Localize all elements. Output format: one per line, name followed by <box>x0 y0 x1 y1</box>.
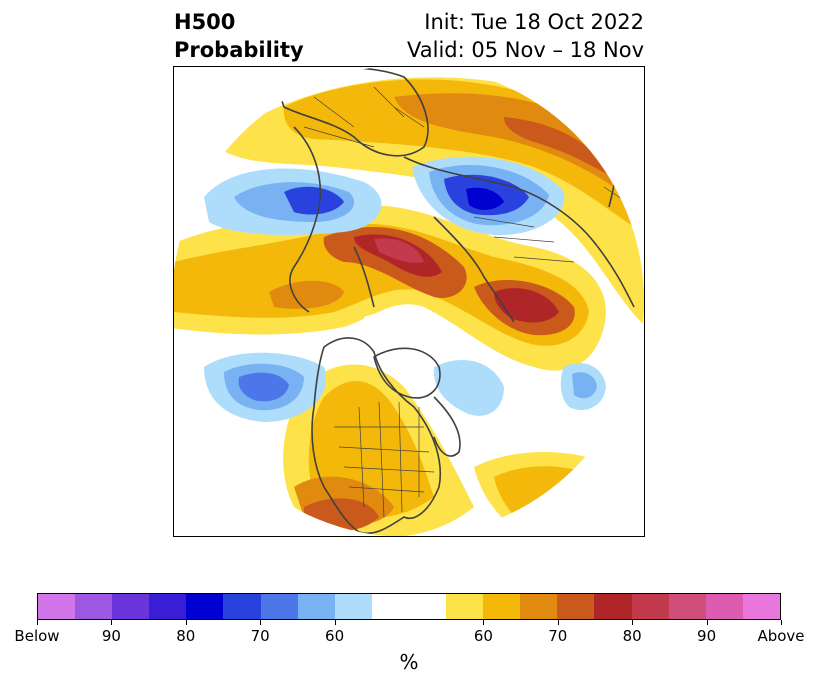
colorbar-segment <box>594 594 632 619</box>
colorbar-segment <box>705 594 743 619</box>
title-line-1: H500 <box>174 10 236 34</box>
probability-contours <box>174 67 644 536</box>
colorbar-segment <box>260 594 298 619</box>
country-borders <box>303 86 635 518</box>
colorbar-tick-label: Below <box>14 627 60 645</box>
colorbar-segment <box>446 594 484 619</box>
colorbar-tickmark <box>260 620 262 625</box>
forecast-dates: Init: Tue 18 Oct 2022 Valid: 05 Nov – 18… <box>407 8 644 64</box>
colorbar-segment <box>75 594 113 619</box>
colorbar-tick-label: 60 <box>473 627 493 645</box>
colorbar-tickmark <box>781 620 782 625</box>
colorbar-segment <box>557 594 595 619</box>
colorbar-tickmark <box>632 620 634 625</box>
colorbar-tickmark <box>37 620 38 625</box>
colorbar-tick-label: 60 <box>325 627 345 645</box>
colorbar-tick-label: 90 <box>697 627 717 645</box>
polar-projection-map <box>174 67 644 536</box>
colorbar-segment <box>371 594 409 619</box>
colorbar-segment <box>520 594 558 619</box>
colorbar-segment <box>334 594 372 619</box>
probability-map <box>173 66 645 537</box>
colorbar-tickmark <box>483 620 485 625</box>
colorbar-scale <box>37 593 781 620</box>
colorbar-segment <box>112 594 150 619</box>
colorbar-segment <box>483 594 521 619</box>
colorbar-segment <box>742 594 780 619</box>
colorbar-tick-label: 80 <box>176 627 196 645</box>
colorbar-tickmark <box>185 620 187 625</box>
colorbar-segment <box>149 594 187 619</box>
colorbar-tick-label: 70 <box>250 627 270 645</box>
colorbar-segment <box>186 594 224 619</box>
colorbar-segment <box>668 594 706 619</box>
title-line-2: Probability <box>174 38 304 62</box>
colorbar-label: % <box>399 650 419 674</box>
colorbar-tickmark <box>334 620 336 625</box>
colorbar-segment <box>38 594 76 619</box>
colorbar-tick-label: 80 <box>622 627 642 645</box>
map-title: H500 Probability <box>174 8 304 64</box>
colorbar-tickmark <box>557 620 559 625</box>
colorbar-tickmark <box>111 620 113 625</box>
colorbar <box>37 593 781 620</box>
colorbar-tickmark <box>706 620 708 625</box>
colorbar-segment <box>297 594 335 619</box>
init-date: Init: Tue 18 Oct 2022 <box>424 10 644 34</box>
colorbar-segment <box>223 594 261 619</box>
valid-range: Valid: 05 Nov – 18 Nov <box>407 38 644 62</box>
colorbar-tick-label: 70 <box>548 627 568 645</box>
colorbar-segment <box>408 594 447 619</box>
colorbar-tick-label: Above <box>757 627 805 645</box>
colorbar-tick-label: 90 <box>101 627 121 645</box>
colorbar-segment <box>631 594 669 619</box>
